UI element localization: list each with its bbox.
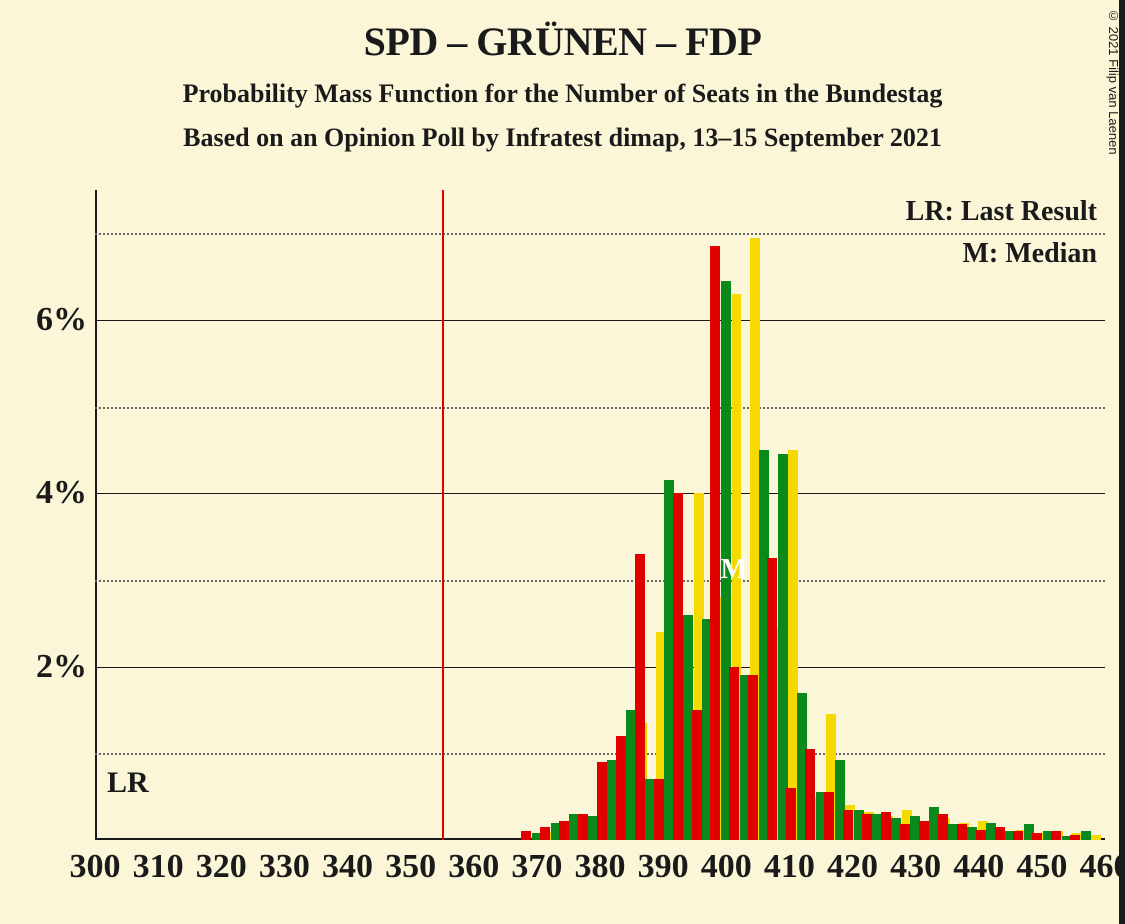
subtitle-2: Based on an Opinion Poll by Infratest di… [0, 123, 1125, 153]
grid-minor [95, 233, 1105, 235]
legend-last-result: LR: Last Result [906, 196, 1097, 228]
x-tick-label: 440 [953, 848, 1004, 886]
bar [786, 788, 796, 840]
x-tick-label: 450 [1016, 848, 1067, 886]
x-tick-label: 420 [827, 848, 878, 886]
y-tick-label: 2% [36, 648, 87, 686]
bar [843, 810, 853, 840]
x-tick-label: 410 [764, 848, 815, 886]
x-tick-label: 360 [448, 848, 499, 886]
x-tick-label: 330 [259, 848, 310, 886]
bar [900, 824, 910, 840]
x-tick-label: 460 [1080, 848, 1125, 886]
bar [805, 749, 815, 840]
bar [995, 827, 1005, 840]
legend-median: M: Median [962, 238, 1097, 270]
bar [521, 831, 531, 840]
bar [540, 827, 550, 840]
chart-container: © 2021 Filip van Laenen SPD – GRÜNEN – F… [0, 0, 1125, 924]
grid-major [95, 667, 1105, 668]
title-block: SPD – GRÜNEN – FDP Probability Mass Func… [0, 0, 1125, 153]
bar [673, 493, 683, 840]
x-tick-label: 430 [890, 848, 941, 886]
bar [597, 762, 607, 840]
x-tick-label: 310 [133, 848, 184, 886]
bar [919, 821, 929, 840]
median-marker: M [721, 554, 747, 586]
bar [1081, 831, 1091, 840]
subtitle-1: Probability Mass Function for the Number… [0, 79, 1125, 109]
bar [692, 710, 702, 840]
bar [578, 814, 588, 840]
bar [1091, 835, 1101, 840]
bar [710, 246, 720, 840]
bar [559, 821, 569, 840]
bar [654, 779, 664, 840]
x-tick-label: 370 [511, 848, 562, 886]
bar [616, 736, 626, 840]
grid-minor [95, 580, 1105, 582]
bar [976, 830, 986, 840]
grid-minor [95, 753, 1105, 755]
bar [729, 667, 739, 840]
grid-major [95, 320, 1105, 321]
x-tick-label: 350 [385, 848, 436, 886]
y-axis-line [95, 190, 97, 840]
lr-label: LR [107, 766, 149, 800]
bar [1051, 831, 1061, 840]
x-tick-label: 400 [701, 848, 752, 886]
bar [862, 814, 872, 840]
main-title: SPD – GRÜNEN – FDP [0, 18, 1125, 65]
bar [938, 814, 948, 840]
bar [635, 554, 645, 840]
bar [767, 558, 777, 840]
y-tick-label: 6% [36, 301, 87, 339]
y-tick-label: 4% [36, 474, 87, 512]
x-tick-label: 380 [575, 848, 626, 886]
bar [778, 454, 788, 840]
x-tick-label: 390 [638, 848, 689, 886]
grid-major [95, 493, 1105, 494]
x-tick-label: 320 [196, 848, 247, 886]
bar [1032, 833, 1042, 840]
bar [824, 792, 834, 840]
copyright-text: © 2021 Filip van Laenen [1106, 8, 1121, 155]
grid-minor [95, 407, 1105, 409]
x-tick-label: 340 [322, 848, 373, 886]
bar [1013, 831, 1023, 840]
x-tick-label: 300 [70, 848, 121, 886]
last-result-line [442, 190, 444, 840]
bar [748, 675, 758, 840]
bar [881, 812, 891, 840]
plot-area: 2%4%6%3003103203303403503603703803904004… [95, 190, 1105, 840]
bar [1070, 835, 1080, 840]
bar [957, 824, 967, 840]
